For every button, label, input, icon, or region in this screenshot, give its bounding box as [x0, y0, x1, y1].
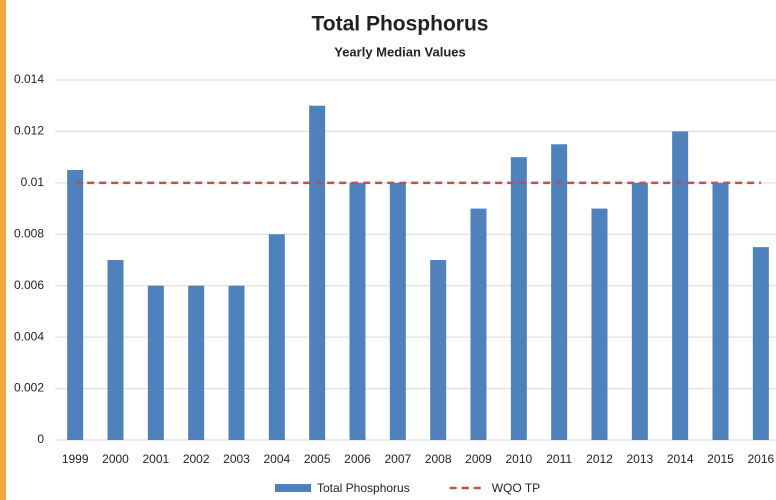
- bar: [510, 157, 527, 440]
- x-tick-label: 2012: [586, 452, 613, 466]
- bar: [188, 285, 205, 440]
- y-tick-label: 0.008: [14, 226, 44, 240]
- bar: [67, 170, 84, 440]
- legend-swatch: [275, 484, 311, 492]
- x-tick-label: 2013: [626, 452, 653, 466]
- side-strip: [0, 0, 6, 500]
- x-tick-label: 2010: [505, 452, 532, 466]
- bar: [349, 182, 366, 440]
- y-tick-label: 0.01: [21, 175, 45, 189]
- bar: [551, 144, 568, 441]
- y-tick-label: 0: [37, 432, 44, 446]
- x-tick-label: 2008: [425, 452, 452, 466]
- x-tick-label: 2003: [223, 452, 250, 466]
- bar: [631, 182, 648, 440]
- x-tick-label: 2004: [263, 452, 290, 466]
- bar: [147, 285, 164, 440]
- x-tick-label: 2016: [747, 452, 774, 466]
- legend-label: Total Phosphorus: [317, 481, 410, 495]
- x-tick-label: 2009: [465, 452, 492, 466]
- y-tick-label: 0.004: [14, 329, 44, 343]
- x-tick-label: 1999: [62, 452, 89, 466]
- x-tick-label: 2011: [546, 452, 572, 466]
- x-tick-label: 2001: [142, 452, 169, 466]
- x-tick-label: 2014: [667, 452, 694, 466]
- bar: [107, 260, 124, 440]
- chart-title: Total Phosphorus: [312, 13, 489, 36]
- x-tick-label: 2006: [344, 452, 371, 466]
- x-tick-label: 2005: [304, 452, 331, 466]
- y-tick-label: 0.006: [14, 278, 44, 292]
- x-tick-label: 2000: [102, 452, 129, 466]
- bar: [228, 285, 245, 440]
- bar: [591, 208, 608, 440]
- x-tick-label: 2007: [384, 452, 411, 466]
- legend-label: WQO TP: [492, 481, 540, 495]
- y-tick-label: 0.014: [14, 72, 44, 86]
- chart-subtitle: Yearly Median Values: [334, 44, 466, 59]
- x-tick-label: 2002: [183, 452, 210, 466]
- bar: [712, 182, 729, 440]
- bar: [672, 131, 689, 440]
- bar: [752, 247, 769, 440]
- bar: [268, 234, 285, 440]
- bar: [430, 260, 447, 440]
- bar: [389, 182, 406, 440]
- y-tick-label: 0.002: [14, 381, 44, 395]
- x-tick-label: 2015: [707, 452, 734, 466]
- y-tick-label: 0.012: [14, 124, 44, 138]
- bar: [309, 105, 326, 440]
- bar: [470, 208, 487, 440]
